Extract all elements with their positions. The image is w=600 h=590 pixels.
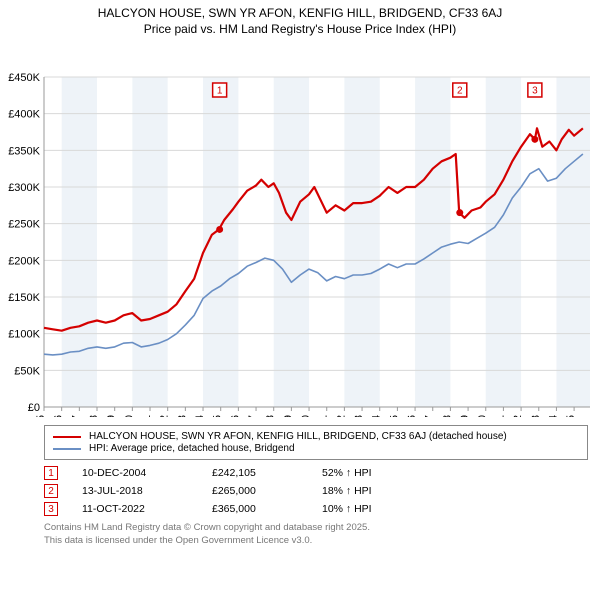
svg-text:1: 1 xyxy=(217,86,223,97)
svg-text:2008: 2008 xyxy=(265,415,277,417)
svg-text:£100K: £100K xyxy=(8,329,40,341)
legend-swatch xyxy=(53,436,81,438)
sale-pct-vs-hpi: 52% ↑ HPI xyxy=(322,467,442,479)
svg-text:2003: 2003 xyxy=(176,415,188,417)
sale-pct-vs-hpi: 18% ↑ HPI xyxy=(322,485,442,497)
svg-text:2002: 2002 xyxy=(159,415,171,417)
footer-attribution: Contains HM Land Registry data © Crown c… xyxy=(44,522,588,547)
svg-text:2: 2 xyxy=(457,86,463,97)
svg-text:2021: 2021 xyxy=(494,415,506,417)
svg-text:2017: 2017 xyxy=(424,415,436,417)
sale-date: 10-DEC-2004 xyxy=(82,467,212,479)
svg-text:2022: 2022 xyxy=(512,415,524,417)
svg-text:2014: 2014 xyxy=(371,415,383,417)
svg-text:2009: 2009 xyxy=(282,415,294,417)
svg-text:2016: 2016 xyxy=(406,415,418,417)
svg-text:2025: 2025 xyxy=(565,415,577,417)
svg-text:2011: 2011 xyxy=(318,415,330,417)
legend-box: HALCYON HOUSE, SWN YR AFON, KENFIG HILL,… xyxy=(44,425,588,460)
svg-text:2007: 2007 xyxy=(247,415,259,417)
svg-text:2023: 2023 xyxy=(530,415,542,417)
sale-number-badge: 3 xyxy=(44,502,58,516)
sale-point-2 xyxy=(456,209,463,216)
sale-point-3 xyxy=(531,136,538,143)
legend-swatch xyxy=(53,448,81,450)
svg-text:£250K: £250K xyxy=(8,219,40,231)
sale-pct-vs-hpi: 10% ↑ HPI xyxy=(322,503,442,515)
svg-text:2013: 2013 xyxy=(353,415,365,417)
chart-title: HALCYON HOUSE, SWN YR AFON, KENFIG HILL,… xyxy=(0,0,600,37)
svg-text:2001: 2001 xyxy=(141,415,153,417)
sales-table: 1 10-DEC-2004£242,10552% ↑ HPI 2 13-JUL-201… xyxy=(44,466,588,516)
svg-text:2010: 2010 xyxy=(300,415,312,417)
svg-text:£350K: £350K xyxy=(8,146,40,158)
svg-text:£0: £0 xyxy=(28,402,40,414)
svg-text:£150K: £150K xyxy=(8,292,40,304)
svg-text:2024: 2024 xyxy=(547,415,559,417)
sale-point-1 xyxy=(216,226,223,233)
svg-text:2018: 2018 xyxy=(441,415,453,417)
svg-text:2004: 2004 xyxy=(194,415,206,417)
legend-label: HPI: Average price, detached house, Brid… xyxy=(89,443,295,454)
sale-price: £265,000 xyxy=(212,485,322,497)
sale-number-badge: 2 xyxy=(44,484,58,498)
svg-text:£400K: £400K xyxy=(8,109,40,121)
svg-text:£300K: £300K xyxy=(8,182,40,194)
svg-text:2000: 2000 xyxy=(123,415,135,417)
legend-item: HPI: Average price, detached house, Brid… xyxy=(53,443,579,454)
svg-text:1998: 1998 xyxy=(88,415,100,417)
sale-date: 11-OCT-2022 xyxy=(82,503,212,515)
chart-svg: £0 £50K £100K £150K £200K £250K £300K £350K £400… xyxy=(0,37,600,417)
title-line-1: HALCYON HOUSE, SWN YR AFON, KENFIG HILL,… xyxy=(0,6,600,22)
svg-text:1996: 1996 xyxy=(53,415,65,417)
svg-text:£50K: £50K xyxy=(14,366,40,378)
footer-line-2: This data is licensed under the Open Gov… xyxy=(44,535,588,547)
svg-text:2012: 2012 xyxy=(335,415,347,417)
sale-number-badge: 1 xyxy=(44,466,58,480)
svg-text:£450K: £450K xyxy=(8,72,40,84)
legend-item: HALCYON HOUSE, SWN YR AFON, KENFIG HILL,… xyxy=(53,431,579,442)
svg-text:3: 3 xyxy=(532,86,538,97)
svg-text:2015: 2015 xyxy=(388,415,400,417)
svg-text:2019: 2019 xyxy=(459,415,471,417)
svg-text:1999: 1999 xyxy=(106,415,118,417)
legend-label: HALCYON HOUSE, SWN YR AFON, KENFIG HILL,… xyxy=(89,431,507,442)
svg-text:2005: 2005 xyxy=(212,415,224,417)
svg-text:2006: 2006 xyxy=(229,415,241,417)
sale-row: 2 13-JUL-2018£265,00018% ↑ HPI xyxy=(44,484,588,498)
sale-price: £365,000 xyxy=(212,503,322,515)
sale-row: 1 10-DEC-2004£242,10552% ↑ HPI xyxy=(44,466,588,480)
svg-text:1997: 1997 xyxy=(70,415,82,417)
svg-text:2020: 2020 xyxy=(477,415,489,417)
svg-text:1995: 1995 xyxy=(35,415,47,417)
svg-text:£200K: £200K xyxy=(8,256,40,268)
sale-date: 13-JUL-2018 xyxy=(82,485,212,497)
title-line-2: Price paid vs. HM Land Registry's House … xyxy=(0,22,600,38)
sale-row: 3 11-OCT-2022£365,00010% ↑ HPI xyxy=(44,502,588,516)
chart-area: £0 £50K £100K £150K £200K £250K £300K £350K £400… xyxy=(0,37,600,417)
sale-price: £242,105 xyxy=(212,467,322,479)
footer-line-1: Contains HM Land Registry data © Crown c… xyxy=(44,522,588,534)
